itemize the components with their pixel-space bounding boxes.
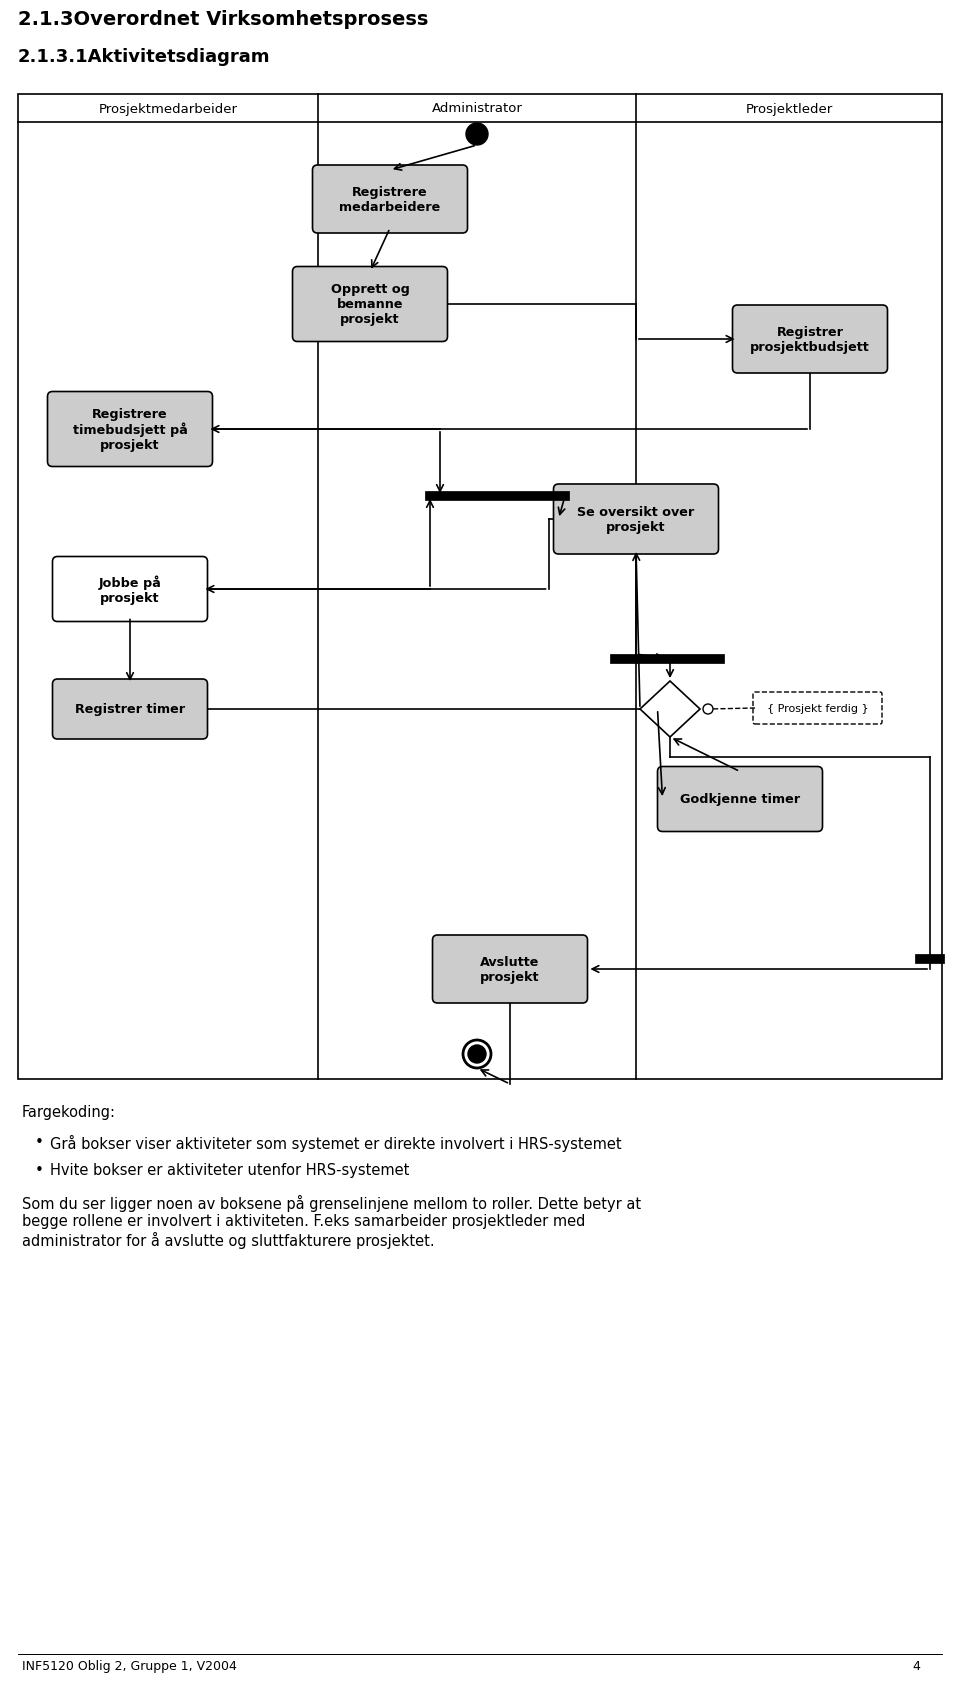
Text: 2.1.3Overordnet Virksomhetsprosess: 2.1.3Overordnet Virksomhetsprosess [18, 10, 428, 29]
Text: Registrer
prosjektbudsjett: Registrer prosjektbudsjett [750, 326, 870, 353]
Text: Godkjenne timer: Godkjenne timer [680, 794, 800, 806]
FancyBboxPatch shape [293, 267, 447, 343]
Text: Prosjektleder: Prosjektleder [745, 103, 832, 115]
FancyBboxPatch shape [53, 679, 207, 740]
Text: 4: 4 [912, 1659, 920, 1672]
Text: Grå bokser viser aktiviteter som systemet er direkte involvert i HRS-systemet: Grå bokser viser aktiviteter som systeme… [50, 1135, 622, 1152]
FancyBboxPatch shape [753, 692, 882, 725]
FancyBboxPatch shape [658, 767, 823, 833]
Circle shape [703, 704, 713, 714]
FancyBboxPatch shape [53, 557, 207, 622]
Text: Fargekoding:: Fargekoding: [22, 1105, 116, 1120]
Text: Registrere
timebudsjett på
prosjekt: Registrere timebudsjett på prosjekt [73, 407, 187, 453]
Text: Administrator: Administrator [432, 103, 522, 115]
Text: Se oversikt over
prosjekt: Se oversikt over prosjekt [577, 505, 695, 534]
Text: •: • [35, 1135, 44, 1149]
Text: INF5120 Oblig 2, Gruppe 1, V2004: INF5120 Oblig 2, Gruppe 1, V2004 [22, 1659, 237, 1672]
Bar [18, 95, 942, 1079]
Text: Som du ser ligger noen av boksene på grenselinjene mellom to roller. Dette betyr: Som du ser ligger noen av boksene på gre… [22, 1194, 641, 1248]
Circle shape [463, 1040, 491, 1069]
Text: Jobbe på
prosjekt: Jobbe på prosjekt [99, 574, 161, 605]
FancyBboxPatch shape [47, 392, 212, 468]
FancyBboxPatch shape [732, 306, 887, 373]
FancyBboxPatch shape [313, 166, 468, 233]
Circle shape [468, 1045, 486, 1064]
Text: 2.1.3.1Aktivitetsdiagram: 2.1.3.1Aktivitetsdiagram [18, 47, 271, 66]
Text: Avslutte
prosjekt: Avslutte prosjekt [480, 956, 540, 983]
Text: Opprett og
bemanne
prosjekt: Opprett og bemanne prosjekt [330, 284, 409, 326]
Polygon shape [640, 682, 700, 738]
Text: Registrere
medarbeidere: Registrere medarbeidere [340, 186, 441, 215]
Circle shape [466, 123, 488, 145]
FancyBboxPatch shape [554, 485, 718, 554]
Text: { Prosjekt ferdig }: { Prosjekt ferdig } [767, 704, 868, 713]
Text: •: • [35, 1162, 44, 1177]
Text: Registrer timer: Registrer timer [75, 703, 185, 716]
Text: Prosjektmedarbeider: Prosjektmedarbeider [99, 103, 237, 115]
Text: Hvite bokser er aktiviteter utenfor HRS-systemet: Hvite bokser er aktiviteter utenfor HRS-… [50, 1162, 409, 1177]
FancyBboxPatch shape [433, 936, 588, 1003]
